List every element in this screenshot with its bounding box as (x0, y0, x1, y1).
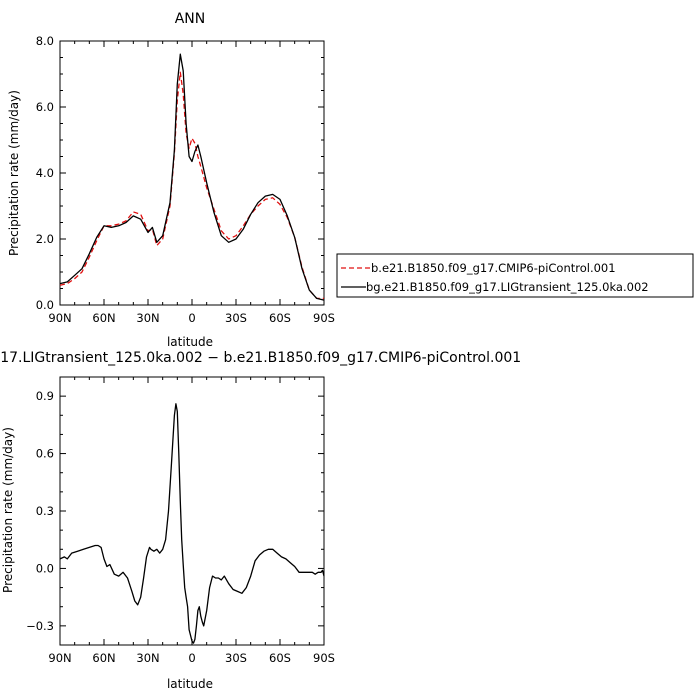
bottom-chart-title: bg.e21.B1850.f09_g17.LIGtransient_125.0k… (0, 350, 521, 366)
bottom-plot-frame (59, 376, 325, 646)
bottom-xtick-label: 60S (269, 651, 291, 665)
bottom-xtick-label: 30S (225, 651, 247, 665)
bottom-ytick-label: 0.9 (36, 389, 54, 403)
top-xtick-label: 30N (136, 311, 159, 325)
top-series-line-0 (59, 71, 324, 300)
top-series-lines (59, 53, 325, 301)
top-series-line-1 (59, 53, 325, 301)
mean-precip-panel: ANN 90N 60N 30N 0 30S 60S 90S 0.0 2.0 4.0 6.0 8.0 l… (7, 11, 335, 349)
bottom-xtick-label: 60N (92, 651, 115, 665)
top-x-axis-label: latitude (167, 335, 213, 349)
bottom-ytick-label: −0.3 (26, 619, 54, 633)
top-ytick-label: 2.0 (36, 232, 54, 246)
bottom-ytick-label: 0.0 (36, 561, 54, 575)
bottom-ytick-label: 0.6 (36, 447, 54, 461)
bottom-series-line-0 (59, 403, 325, 644)
top-ytick-label: 0.0 (36, 298, 54, 312)
legend-label-ligtransient: bg.e21.B1850.f09_g17.LIGtransient_125.0k… (366, 280, 649, 294)
top-xtick-label: 30S (225, 311, 247, 325)
top-ytick-label: 4.0 (36, 166, 54, 180)
top-plot-frame (59, 40, 325, 306)
legend-label-picontrol: b.e21.B1850.f09_g17.CMIP6-piControl.001 (371, 261, 616, 275)
top-chart-title: ANN (175, 11, 206, 27)
top-xtick-label: 0 (188, 311, 195, 325)
bottom-xtick-label: 90N (48, 651, 71, 665)
top-ytick-label: 8.0 (36, 34, 54, 48)
difference-panel: bg.e21.B1850.f09_g17.LIGtransient_125.0k… (0, 350, 521, 691)
bottom-x-axis-label: latitude (167, 677, 213, 691)
top-xtick-label: 90S (313, 311, 335, 325)
bottom-xtick-label: 30N (136, 651, 159, 665)
top-xtick-label: 90N (48, 311, 71, 325)
bottom-axis-ticks: 90N 60N 30N 0 30S 60S 90S −0.3 0.0 0.3 0.6 0.9 (26, 376, 335, 665)
top-xtick-label: 60N (92, 311, 115, 325)
bottom-xtick-label: 90S (313, 651, 335, 665)
top-y-axis-label: Precipitation rate (mm/day) (7, 90, 21, 256)
top-ytick-label: 6.0 (36, 100, 54, 114)
legend-box (336, 253, 694, 298)
top-axis-ticks: 90N 60N 30N 0 30S 60S 90S 0.0 2.0 4.0 6.0 8.0 (36, 34, 335, 325)
legend: b.e21.B1850.f09_g17.CMIP6-piControl.001 … (336, 253, 694, 298)
bottom-series-lines (59, 403, 325, 644)
bottom-ytick-label: 0.3 (36, 504, 54, 518)
bottom-y-axis-label: Precipitation rate (mm/day) (1, 427, 15, 593)
bottom-xtick-label: 0 (188, 651, 195, 665)
top-xtick-label: 60S (269, 311, 291, 325)
